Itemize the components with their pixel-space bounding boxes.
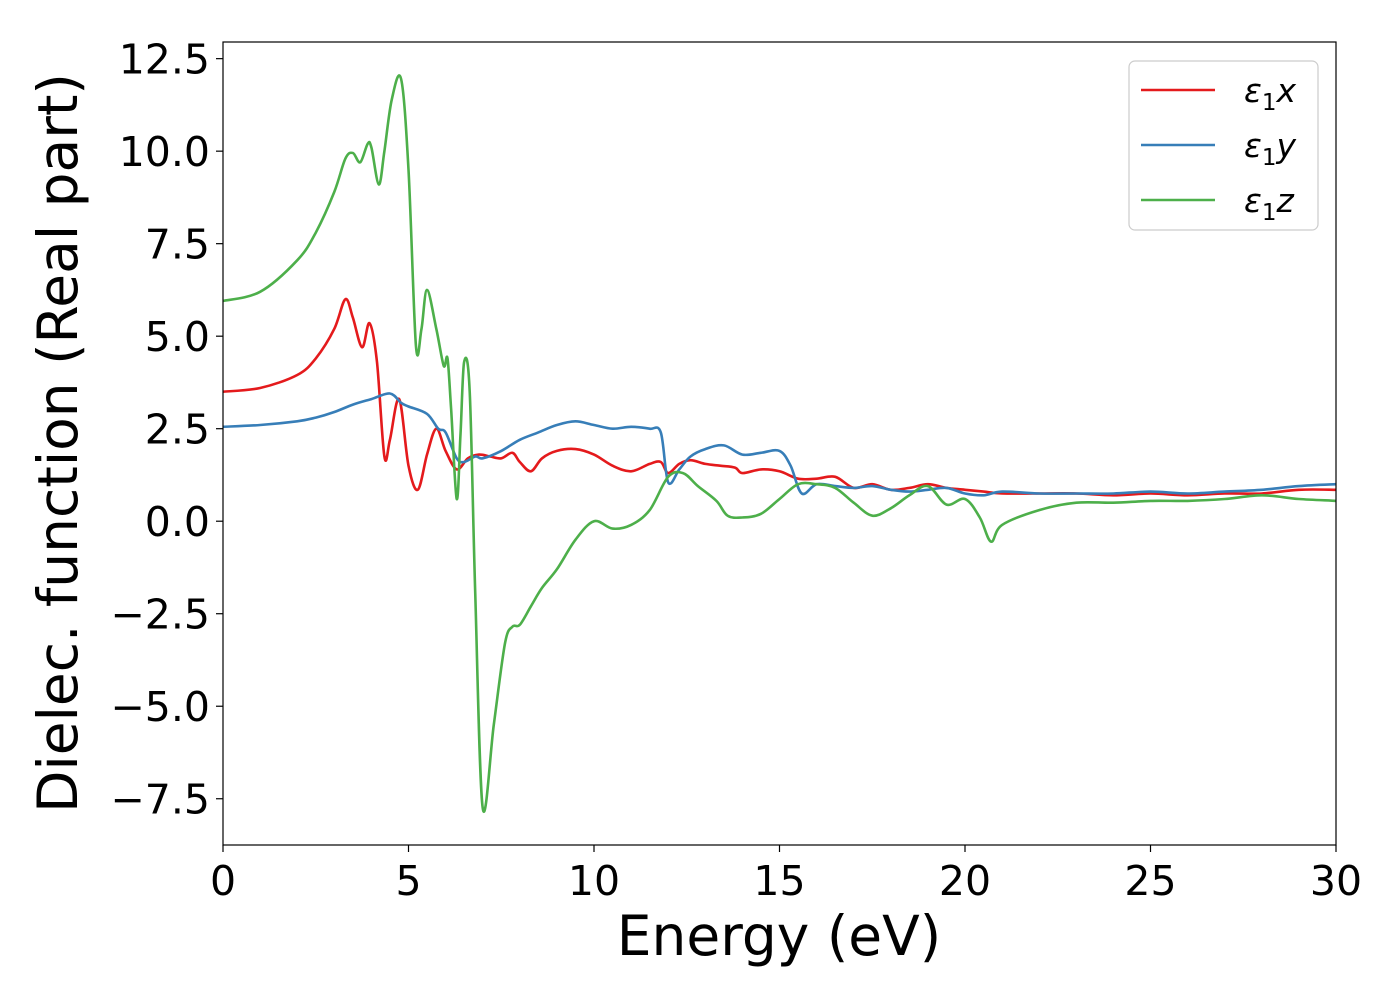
series-line-z xyxy=(222,74,1337,813)
x-axis-title: Energy (eV) xyxy=(617,904,941,968)
legend-label-z: ε1z xyxy=(1244,181,1294,226)
y-tick-label: 0.0 xyxy=(145,498,210,546)
y-tick-label: −7.5 xyxy=(110,776,210,824)
y-axis-title: Dielec. function (Real part) xyxy=(26,73,90,813)
y-tick-label: −2.5 xyxy=(110,591,210,639)
x-tick-label: 25 xyxy=(1124,857,1176,905)
series-line-y xyxy=(222,392,1337,497)
y-tick-label: 10.0 xyxy=(119,128,210,176)
x-tick-label: 20 xyxy=(939,857,991,905)
y-tick-label: 7.5 xyxy=(145,221,210,269)
legend: ε1x ε1y ε1z xyxy=(1128,60,1319,231)
x-tick-label: 15 xyxy=(753,857,805,905)
x-tick-label: 30 xyxy=(1310,857,1362,905)
series-layer xyxy=(222,74,1337,813)
series-line-x xyxy=(222,297,1337,497)
legend-label-y: ε1y xyxy=(1244,126,1296,171)
legend-box xyxy=(1128,60,1319,231)
y-tick-label: −5.0 xyxy=(110,683,210,731)
x-tick-label: 0 xyxy=(210,857,236,905)
y-tick-label: 2.5 xyxy=(145,406,210,454)
y-tick-label: 5.0 xyxy=(145,313,210,361)
x-axis-ticks: 0 5 10 15 20 25 30 xyxy=(210,845,1362,905)
x-tick-label: 5 xyxy=(395,857,421,905)
legend-label-x: ε1x xyxy=(1244,71,1296,116)
y-axis-ticks: −7.5 −5.0 −2.5 0.0 2.5 5.0 7.5 10.0 12.5 xyxy=(110,36,223,824)
y-tick-label: 12.5 xyxy=(119,36,210,84)
x-tick-label: 10 xyxy=(568,857,620,905)
